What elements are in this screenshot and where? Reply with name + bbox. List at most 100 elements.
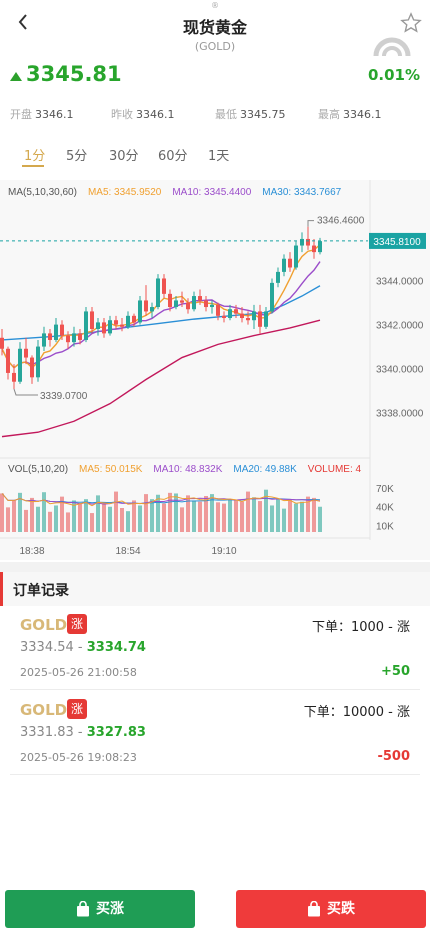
volume-bar [264, 489, 268, 532]
volume-bar [180, 507, 184, 532]
buy-up-button[interactable]: 买涨 [5, 890, 195, 928]
candle-body [222, 315, 226, 319]
stats-row: 开盘 3346.1 昨收 3346.1 最低 3345.75 最高 3346.1 [10, 106, 420, 122]
current-price: 3345.81 [26, 62, 122, 86]
kline-chart-svg[interactable]: MA(5,10,30,60) MA5: 3345.9520 MA10: 3345.4… [0, 180, 430, 560]
candle-body [162, 278, 166, 294]
stat-prev-close: 昨收 3346.1 [111, 106, 175, 122]
low-marker-line [13, 388, 38, 396]
order-price-separator: - [73, 725, 87, 740]
volume-bar [138, 505, 142, 532]
volume-bar [192, 500, 196, 532]
candle-body [192, 296, 196, 310]
tab-5min[interactable]: 5分 [66, 149, 88, 164]
high-marker-line [307, 220, 314, 227]
section-accent-bar [0, 572, 3, 606]
buy-down-button[interactable]: 买跌 [236, 890, 426, 928]
candle-body [18, 348, 22, 382]
candle-body [6, 348, 10, 373]
candle-body [174, 300, 178, 308]
volume-bar [294, 503, 298, 532]
price-tick-label: 3340.0000 [376, 365, 424, 376]
volume-bar [318, 506, 322, 532]
candle-body [270, 282, 274, 312]
candle-body [78, 333, 82, 340]
volume-bar [216, 502, 220, 532]
volume-bar [186, 495, 190, 532]
candle-body [288, 258, 292, 268]
section-divider [0, 562, 430, 572]
volume-bar [270, 505, 274, 532]
time-tick-label: 18:38 [19, 546, 44, 557]
stat-value: 3345.75 [240, 108, 286, 121]
volume-bar [18, 492, 22, 532]
time-tick-label: 18:54 [115, 546, 140, 557]
volume-bar [96, 495, 100, 532]
ma-legend-item: MA(5,10,30,60) [8, 187, 77, 198]
volume-legend-item: VOLUME: 4 [308, 464, 362, 475]
order-amount: 下单：1000 - 涨 [311, 620, 410, 635]
ma-legend-item: MA30: 3343.7667 [262, 187, 341, 198]
order-prices: 3334.54 - 3334.74 [20, 640, 146, 655]
candle-body [198, 296, 202, 301]
order-symbol: GOLD [20, 701, 68, 719]
candle-body [252, 311, 256, 321]
candle-body [234, 309, 238, 314]
volume-bar [120, 508, 124, 532]
current-price-tag [369, 232, 426, 249]
order-prices: 3331.83 - 3327.83 [20, 725, 146, 740]
order-item[interactable]: GOLD 涨 下单：1000 - 涨 3334.54 - 3334.74 202… [0, 606, 430, 692]
buy-down-label: 买跌 [327, 901, 355, 917]
volume-legend-item: MA10: 48.832K [153, 464, 222, 475]
candle-body [318, 241, 322, 253]
volume-bar [54, 505, 58, 532]
volume-bar [48, 511, 52, 532]
candle-body [132, 315, 136, 323]
shopping-bag-icon [77, 901, 89, 917]
candle-body [60, 324, 64, 336]
candle-body [66, 335, 70, 343]
candle-body [114, 320, 118, 325]
volume-tick-label: 70K [376, 484, 394, 495]
volume-bar [150, 499, 154, 532]
kline-chart[interactable]: MA(5,10,30,60) MA5: 3345.9520 MA10: 3345.4… [0, 180, 430, 560]
candle-body [210, 304, 214, 308]
candle-body [276, 271, 280, 283]
signal-arc-icon [373, 37, 411, 57]
header: ® 现货黄金 (GOLD) [0, 0, 430, 58]
candle-body [54, 324, 58, 340]
volume-bar [174, 493, 178, 532]
candle-body [216, 304, 220, 316]
order-price-separator: - [73, 640, 87, 655]
tab-1min[interactable]: 1分 [24, 149, 46, 164]
candle-body [300, 238, 304, 246]
volume-bar [288, 499, 292, 532]
price-tick-label: 3344.0000 [376, 277, 424, 288]
candle-body [204, 300, 208, 308]
volume-bar [312, 497, 316, 532]
stat-open: 开盘 3346.1 [10, 106, 74, 122]
volume-bar [144, 494, 148, 532]
volume-ma5-line [1, 493, 321, 507]
volume-bar [300, 501, 304, 532]
volume-bar [60, 496, 64, 532]
tab-60min[interactable]: 60分 [158, 149, 188, 164]
candle-body [36, 346, 40, 378]
back-arrow-icon[interactable] [12, 10, 36, 34]
candle-body [96, 322, 100, 329]
tab-30min[interactable]: 30分 [109, 149, 139, 164]
up-triangle-icon [10, 72, 22, 81]
volume-bar [276, 498, 280, 532]
favorite-star-icon[interactable] [400, 12, 422, 34]
order-item[interactable]: GOLD 涨 下单：10000 - 涨 3331.83 - 3327.83 20… [0, 691, 430, 777]
volume-bar [66, 512, 70, 532]
order-direction-badge: 涨 [67, 614, 87, 634]
candle-body [282, 258, 286, 272]
stat-value: 3346.1 [35, 108, 74, 121]
tab-1day[interactable]: 1天 [208, 149, 230, 164]
volume-bar [102, 503, 106, 532]
price-tick-label: 3338.0000 [376, 408, 424, 419]
order-time: 2025-05-26 21:00:58 [20, 666, 137, 679]
ma-legend-item: MA10: 3345.4400 [172, 187, 251, 198]
volume-legend-item: MA20: 49.88K [233, 464, 297, 475]
